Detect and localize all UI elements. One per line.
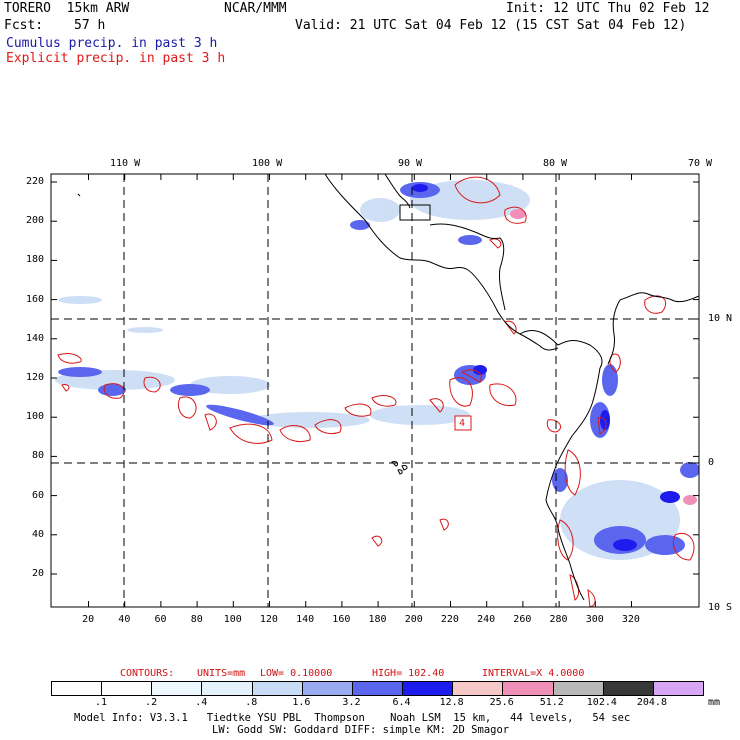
colorbar-swatch xyxy=(453,682,504,695)
longitude-label: 100 W xyxy=(252,158,283,169)
colorbar-swatch xyxy=(252,682,303,695)
contours-low: LOW= 0.10000 xyxy=(260,668,333,679)
longitude-label: 80 W xyxy=(543,158,568,169)
y-tick-label: 220 xyxy=(25,176,44,187)
colorbar-label: .8 xyxy=(245,697,258,708)
colorbar-swatch xyxy=(553,682,604,695)
model-name: TORERO 15km ARW xyxy=(4,1,130,16)
init-time: Init: 12 UTC Thu 02 Feb 12 xyxy=(506,1,710,16)
colorbar-label: 204.8 xyxy=(636,697,667,708)
colorbar-swatch xyxy=(352,682,404,695)
colorbar-label: 3.2 xyxy=(342,697,361,708)
x-tick-label: 280 xyxy=(549,614,568,625)
colorbar-swatch xyxy=(503,682,554,695)
colorbar-unit: mm xyxy=(708,697,721,708)
x-tick-label: 120 xyxy=(259,614,278,625)
y-tick-label: 160 xyxy=(25,293,44,305)
colorbar-swatch xyxy=(603,682,654,695)
x-tick-label: 40 xyxy=(118,614,131,625)
colorbar-swatch xyxy=(152,682,203,695)
coastlines xyxy=(77,174,699,601)
colorbar-label: 102.4 xyxy=(586,697,617,708)
colorbar-swatch xyxy=(52,682,103,695)
x-tick-label: 60 xyxy=(154,614,167,625)
map-box-label: 4 xyxy=(459,418,466,429)
longitude-label: 110 W xyxy=(110,158,141,169)
x-tick-label: 80 xyxy=(190,614,203,625)
model-info: Model Info: V3.3.1 Tiedtke YSU PBL Thomp… xyxy=(74,712,631,724)
x-tick-label: 100 xyxy=(223,614,242,625)
colorbar-label: .2 xyxy=(145,697,158,708)
colorbar-swatch xyxy=(653,682,704,695)
y-tick-label: 100 xyxy=(25,411,44,423)
colorbar xyxy=(51,681,704,696)
colorbar-label: 12.8 xyxy=(439,697,464,708)
latitude-label: 0 xyxy=(708,457,715,468)
colorbar-label: 6.4 xyxy=(392,697,411,708)
precip-field xyxy=(55,176,699,607)
contours-label: CONTOURS: xyxy=(120,668,175,679)
y-tick-label: 20 xyxy=(31,568,44,579)
y-tick-label: 60 xyxy=(31,489,44,501)
colorbar-label: 25.6 xyxy=(489,697,514,708)
colorbar-swatch xyxy=(403,682,454,695)
colorbar-label: .1 xyxy=(95,697,108,708)
y-tick-label: 80 xyxy=(31,450,44,462)
contours-units: UNITS=mm xyxy=(197,668,246,679)
physics-info: LW: Godd SW: Goddard DIFF: simple KM: 2D… xyxy=(212,724,510,736)
x-tick-label: 140 xyxy=(296,614,315,625)
x-tick-label: 20 xyxy=(82,614,95,625)
y-tick-label: 140 xyxy=(25,332,44,344)
y-tick-label: 200 xyxy=(25,215,44,227)
x-tick-label: 180 xyxy=(368,614,387,625)
x-tick-label: 240 xyxy=(477,614,496,625)
organization: NCAR/MMM xyxy=(224,1,287,16)
colorbar-label: 1.6 xyxy=(292,697,311,708)
latlon-grid xyxy=(51,174,699,607)
contours-high: HIGH= 102.40 xyxy=(372,668,445,679)
plot-frame xyxy=(50,173,700,608)
x-tick-label: 200 xyxy=(404,614,423,625)
colorbar-swatch xyxy=(302,682,353,695)
forecast-label: Fcst: xyxy=(4,18,44,33)
contours-interval: INTERVAL=X 4.0000 xyxy=(482,668,585,679)
colorbar-label: .4 xyxy=(195,697,208,708)
explicit-legend: Explicit precip. in past 3 h xyxy=(6,51,226,66)
colorbar-swatch xyxy=(102,682,153,695)
y-tick-label: 120 xyxy=(25,372,44,383)
x-tick-label: 160 xyxy=(332,614,351,625)
valid-time: Valid: 21 UTC Sat 04 Feb 12 (15 CST Sat … xyxy=(295,18,687,33)
cumulus-legend: Cumulus precip. in past 3 h xyxy=(6,36,218,51)
y-tick-label: 40 xyxy=(31,528,44,540)
x-tick-label: 220 xyxy=(440,614,459,625)
longitude-label: 70 W xyxy=(688,158,713,169)
x-tick-label: 260 xyxy=(513,614,532,625)
latitude-label: 10 N xyxy=(708,313,733,324)
colorbar-swatch xyxy=(202,682,253,695)
forecast-hour: 57 h xyxy=(74,18,106,33)
colorbar-label: 51.2 xyxy=(539,697,564,708)
x-tick-label: 320 xyxy=(621,614,640,625)
x-tick-label: 300 xyxy=(585,614,604,625)
longitude-label: 90 W xyxy=(398,158,423,169)
latitude-label: 10 S xyxy=(708,602,733,613)
y-tick-label: 180 xyxy=(25,254,44,266)
